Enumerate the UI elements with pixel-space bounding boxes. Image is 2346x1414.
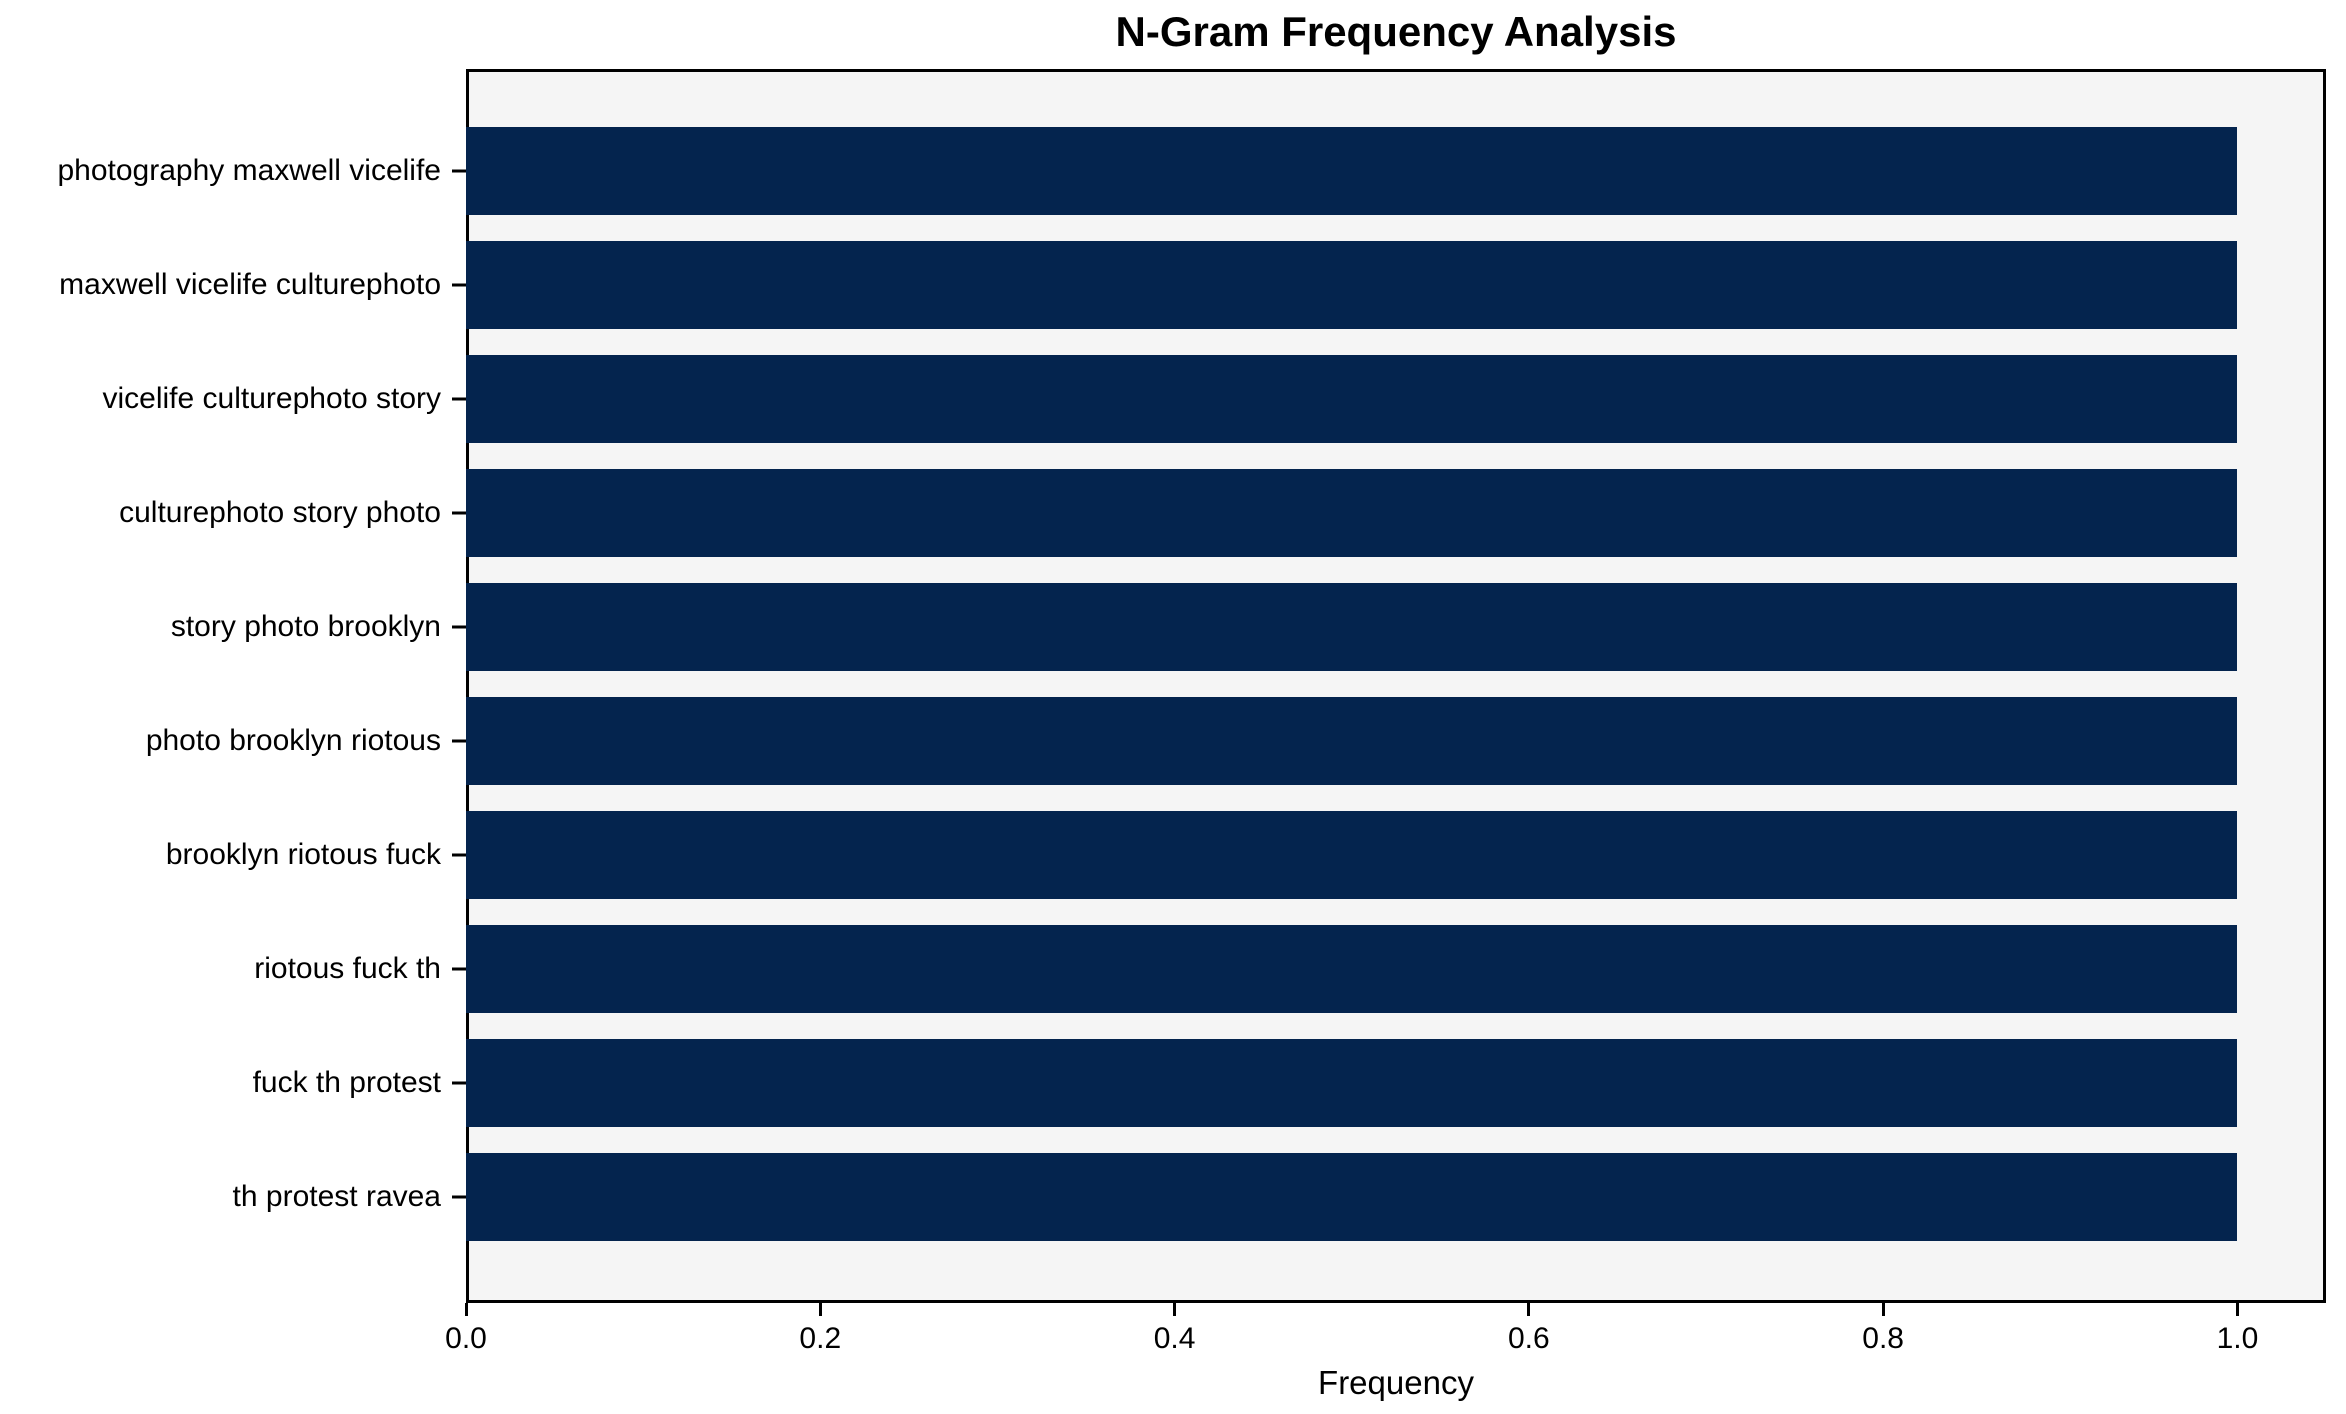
bar-row: story photo brooklyn [0, 570, 2346, 684]
y-tick-mark [452, 853, 466, 857]
x-tick-label: 0.0 [445, 1322, 487, 1355]
y-tick-mark [452, 1195, 466, 1199]
bar-row: maxwell vicelife culturephoto [0, 228, 2346, 342]
x-tick-label: 0.2 [799, 1322, 842, 1355]
bar-row: photography maxwell vicelife [0, 114, 2346, 228]
y-tick-label: story photo brooklyn [170, 610, 441, 643]
x-tick-label: 0.6 [1507, 1322, 1550, 1355]
y-tick-mark [452, 967, 466, 971]
bar [466, 355, 2238, 443]
bar-row: brooklyn riotous fuck [0, 798, 2346, 912]
x-axis-label: Frequency [1318, 1364, 1474, 1401]
bar-row: photo brooklyn riotous [0, 684, 2346, 798]
y-tick-label: fuck th protest [252, 1066, 441, 1099]
bar [466, 925, 2238, 1013]
x-tick-mark [818, 1303, 822, 1316]
y-tick-mark [452, 397, 466, 401]
x-tick-mark [1527, 1303, 1531, 1316]
x-tick-mark [464, 1303, 468, 1316]
y-tick-mark [452, 169, 466, 173]
x-tick-label: 1.0 [2216, 1322, 2259, 1355]
y-tick-label: riotous fuck th [254, 952, 441, 985]
bar [466, 1039, 2238, 1127]
bar [466, 811, 2238, 899]
bar-row: fuck th protest [0, 1026, 2346, 1140]
x-tick-mark [1173, 1303, 1177, 1316]
y-tick-mark [452, 283, 466, 287]
y-tick-label: culturephoto story photo [119, 496, 441, 529]
y-tick-label: brooklyn riotous fuck [165, 838, 441, 871]
bar-row: riotous fuck th [0, 912, 2346, 1026]
y-tick-label: photography maxwell vicelife [57, 154, 441, 187]
y-tick-label: maxwell vicelife culturephoto [59, 268, 441, 301]
bar [466, 469, 2238, 557]
y-tick-mark [452, 511, 466, 515]
bar [466, 583, 2238, 671]
x-tick-label: 0.8 [1862, 1322, 1904, 1355]
x-tick-mark [2235, 1303, 2239, 1316]
bar-row: vicelife culturephoto story [0, 342, 2346, 456]
y-tick-mark [452, 1081, 466, 1085]
y-tick-label: photo brooklyn riotous [145, 724, 441, 757]
bar-row: th protest ravea [0, 1140, 2346, 1254]
y-tick-mark [452, 625, 466, 629]
x-tick-mark [1881, 1303, 1885, 1316]
bar [466, 127, 2238, 215]
bar [466, 241, 2238, 329]
bar-row: culturephoto story photo [0, 456, 2346, 570]
y-tick-label: th protest ravea [232, 1180, 441, 1213]
chart-title: N-Gram Frequency Analysis [1115, 8, 1677, 55]
bar [466, 697, 2238, 785]
bar-rows-container: photography maxwell vicelife maxwell vice… [0, 69, 2346, 1303]
y-tick-mark [452, 739, 466, 743]
x-tick-label: 0.4 [1153, 1322, 1196, 1355]
bar [466, 1153, 2238, 1241]
y-tick-label: vicelife culturephoto story [102, 382, 442, 415]
